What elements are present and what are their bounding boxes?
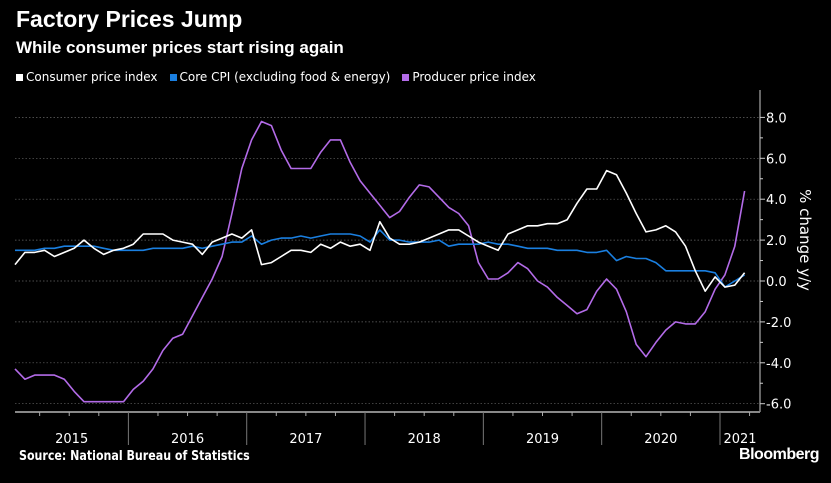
x-tick-label: 2016 bbox=[171, 432, 204, 447]
legend-swatch-core-cpi bbox=[169, 73, 177, 81]
ppi-line bbox=[14, 120, 746, 403]
x-tick-label: 2015 bbox=[55, 432, 88, 447]
y-tick-label: 8.0 bbox=[766, 111, 787, 126]
legend-swatch-ppi bbox=[402, 73, 410, 81]
chart-subtitle: While consumer prices start rising again bbox=[16, 38, 344, 57]
legend-item-cpi: Consumer price index bbox=[16, 70, 158, 84]
y-tick-label: 6.0 bbox=[766, 152, 787, 167]
y-tick-label: 2.0 bbox=[766, 234, 787, 249]
source-note: Source: National Bureau of Statistics bbox=[19, 449, 250, 464]
y-tick-label: -6.0 bbox=[766, 398, 791, 413]
legend-label-core-cpi: Core CPI (excluding food & energy) bbox=[179, 70, 391, 84]
legend-item-ppi: Producer price index bbox=[402, 70, 536, 84]
core-cpi-line bbox=[15, 229, 746, 288]
legend-item-core-cpi: Core CPI (excluding food & energy) bbox=[169, 70, 391, 84]
cpi-line bbox=[14, 169, 746, 293]
legend-label-ppi: Producer price index bbox=[412, 70, 536, 84]
legend-swatch-cpi bbox=[16, 73, 23, 81]
y-tick-label: -2.0 bbox=[766, 316, 791, 331]
y-axis-label: % change y/y bbox=[796, 189, 814, 291]
y-tick-label: 4.0 bbox=[766, 193, 787, 208]
chart-title: Factory Prices Jump bbox=[16, 6, 243, 32]
x-tick-label: 2017 bbox=[289, 432, 322, 447]
x-tick-label: 2018 bbox=[408, 432, 441, 447]
legend: Consumer price index Core CPI (excluding… bbox=[16, 70, 536, 84]
x-tick-label: 2021 bbox=[723, 432, 756, 447]
x-tick-label: 2020 bbox=[644, 432, 677, 447]
y-tick-label: -4.0 bbox=[766, 357, 791, 372]
legend-label-cpi: Consumer price index bbox=[26, 70, 158, 84]
x-tick-label: 2019 bbox=[526, 432, 559, 447]
bloomberg-logo: Bloomberg bbox=[739, 446, 819, 463]
y-tick-label: 0.0 bbox=[766, 275, 787, 290]
